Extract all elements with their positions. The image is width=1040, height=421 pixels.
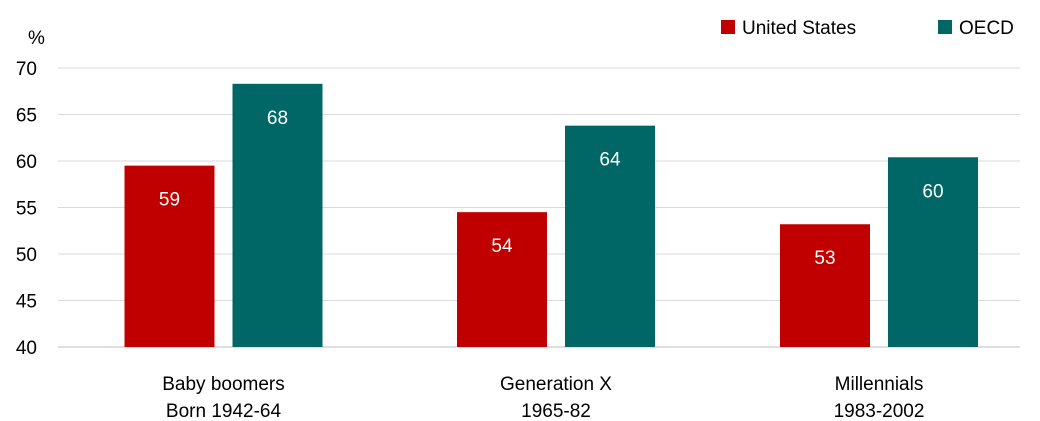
category-label: Generation X [500, 374, 612, 395]
bar-united-states [457, 212, 547, 347]
bar-united-states [780, 224, 870, 347]
x-axis-categories: Baby boomers Born 1942-64 Generation X 1965… [162, 374, 924, 421]
bar-united-states [124, 165, 215, 347]
y-tick-label: 40 [16, 338, 37, 359]
category-label: Baby boomers [162, 374, 285, 395]
bar-oecd [565, 125, 655, 347]
data-label: 64 [599, 150, 621, 171]
legend: United States OECD [721, 18, 1014, 39]
category-sublabel: 1983-2002 [834, 401, 925, 421]
legend-label: OECD [959, 18, 1014, 39]
y-tick-label: 45 [16, 292, 37, 313]
data-label: 53 [814, 248, 835, 269]
y-tick-label: 50 [16, 245, 37, 266]
bar-oecd [232, 83, 323, 347]
bar-oecd [888, 157, 978, 347]
data-label: 60 [922, 181, 943, 202]
y-tick-label: 65 [16, 106, 37, 127]
category-label: Millennials [835, 374, 924, 395]
legend-label: United States [742, 18, 856, 39]
category-sublabel: 1965-82 [521, 401, 591, 421]
y-tick-label: 55 [16, 199, 37, 220]
data-label: 68 [267, 108, 288, 129]
data-label: 59 [159, 190, 180, 211]
data-label: 54 [491, 236, 513, 257]
y-axis-unit-label: % [28, 28, 45, 49]
y-tick-label: 60 [16, 152, 37, 173]
y-axis-ticks: 40 45 50 55 60 65 70 [16, 59, 37, 359]
legend-swatch [938, 20, 952, 34]
category-sublabel: Born 1942-64 [166, 401, 282, 421]
y-tick-label: 70 [16, 59, 37, 80]
bars: 59 54 53 68 64 60 [124, 83, 978, 347]
legend-swatch [721, 20, 735, 34]
